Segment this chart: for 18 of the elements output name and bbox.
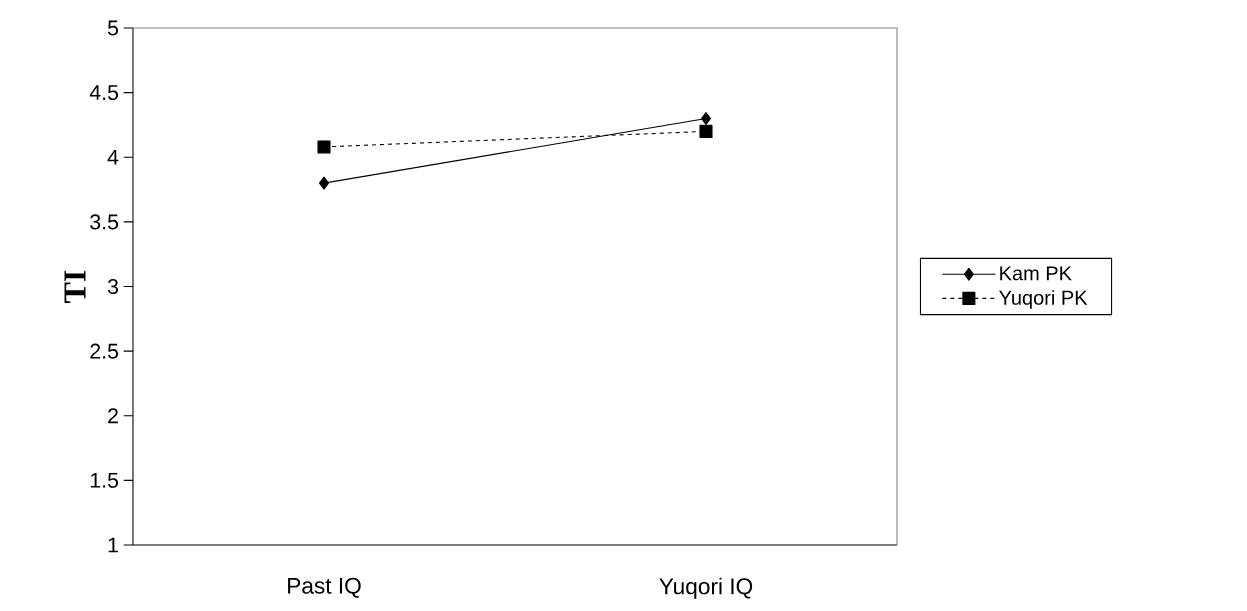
y-tick-label: 5 xyxy=(107,20,119,36)
point xyxy=(317,140,331,154)
point xyxy=(699,124,713,138)
y-tick-label: 3.5 xyxy=(90,214,119,230)
y-tick-label: 2 xyxy=(108,408,118,424)
point xyxy=(318,176,330,190)
y-tick-label: 3 xyxy=(107,278,119,295)
x-tick-label: Past IQ xyxy=(288,577,361,598)
legend-label: Kam PK xyxy=(1000,266,1072,281)
y-tick-label: 4.5 xyxy=(89,85,119,101)
legend-label: Yuqori PK xyxy=(999,290,1088,309)
y-tick-label: 2.5 xyxy=(90,343,119,359)
y-tick-label: 1.5 xyxy=(90,472,119,488)
y-tick-label: 4 xyxy=(107,149,119,165)
y-axis-title: TI xyxy=(64,270,86,303)
point xyxy=(700,111,712,126)
x-tick-label: Yuqori IQ xyxy=(659,577,753,599)
y-tick-label: 1 xyxy=(108,537,118,553)
